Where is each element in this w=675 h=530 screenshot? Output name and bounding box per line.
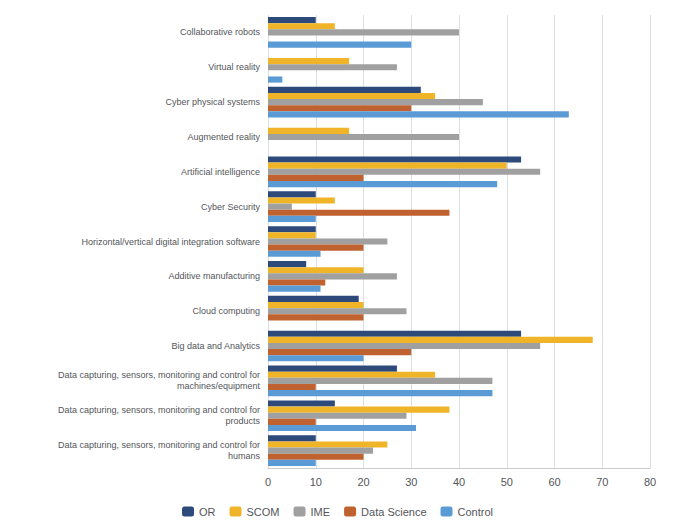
- svg-text:Cyber physical systems: Cyber physical systems: [165, 97, 260, 107]
- svg-text:Cloud computing: Cloud computing: [192, 306, 260, 316]
- svg-text:Data capturing, sensors, monit: Data capturing, sensors, monitoring and …: [58, 440, 260, 450]
- svg-text:50: 50: [501, 476, 513, 488]
- svg-text:70: 70: [596, 476, 608, 488]
- svg-text:Cyber Security: Cyber Security: [201, 202, 261, 212]
- svg-text:0: 0: [265, 476, 271, 488]
- svg-text:10: 10: [310, 476, 322, 488]
- svg-text:60: 60: [548, 476, 560, 488]
- svg-text:IME: IME: [311, 506, 331, 518]
- svg-text:20: 20: [357, 476, 369, 488]
- svg-text:Artificial intelligence: Artificial intelligence: [181, 167, 260, 177]
- svg-text:Collaborative robots: Collaborative robots: [180, 27, 261, 37]
- svg-text:humans: humans: [228, 451, 261, 461]
- svg-text:OR: OR: [199, 506, 216, 518]
- svg-text:Data Science: Data Science: [361, 506, 426, 518]
- svg-text:Data capturing, sensors, monit: Data capturing, sensors, monitoring and …: [58, 370, 260, 380]
- svg-text:products: products: [225, 416, 260, 426]
- svg-text:Horizontal/vertical digital in: Horizontal/vertical digital integration …: [81, 237, 260, 247]
- svg-text:Augmented reality: Augmented reality: [187, 132, 260, 142]
- svg-text:40: 40: [453, 476, 465, 488]
- svg-text:Virtual reality: Virtual reality: [208, 62, 260, 72]
- svg-text:30: 30: [405, 476, 417, 488]
- svg-text:Additive manufacturing: Additive manufacturing: [168, 271, 260, 281]
- svg-text:Control: Control: [458, 506, 493, 518]
- svg-text:Big data and Analytics: Big data and Analytics: [171, 341, 260, 351]
- svg-text:SCOM: SCOM: [247, 506, 280, 518]
- svg-text:Data capturing, sensors, monit: Data capturing, sensors, monitoring and …: [58, 405, 260, 415]
- svg-text:machines/equipment: machines/equipment: [177, 381, 261, 391]
- svg-text:80: 80: [644, 476, 656, 488]
